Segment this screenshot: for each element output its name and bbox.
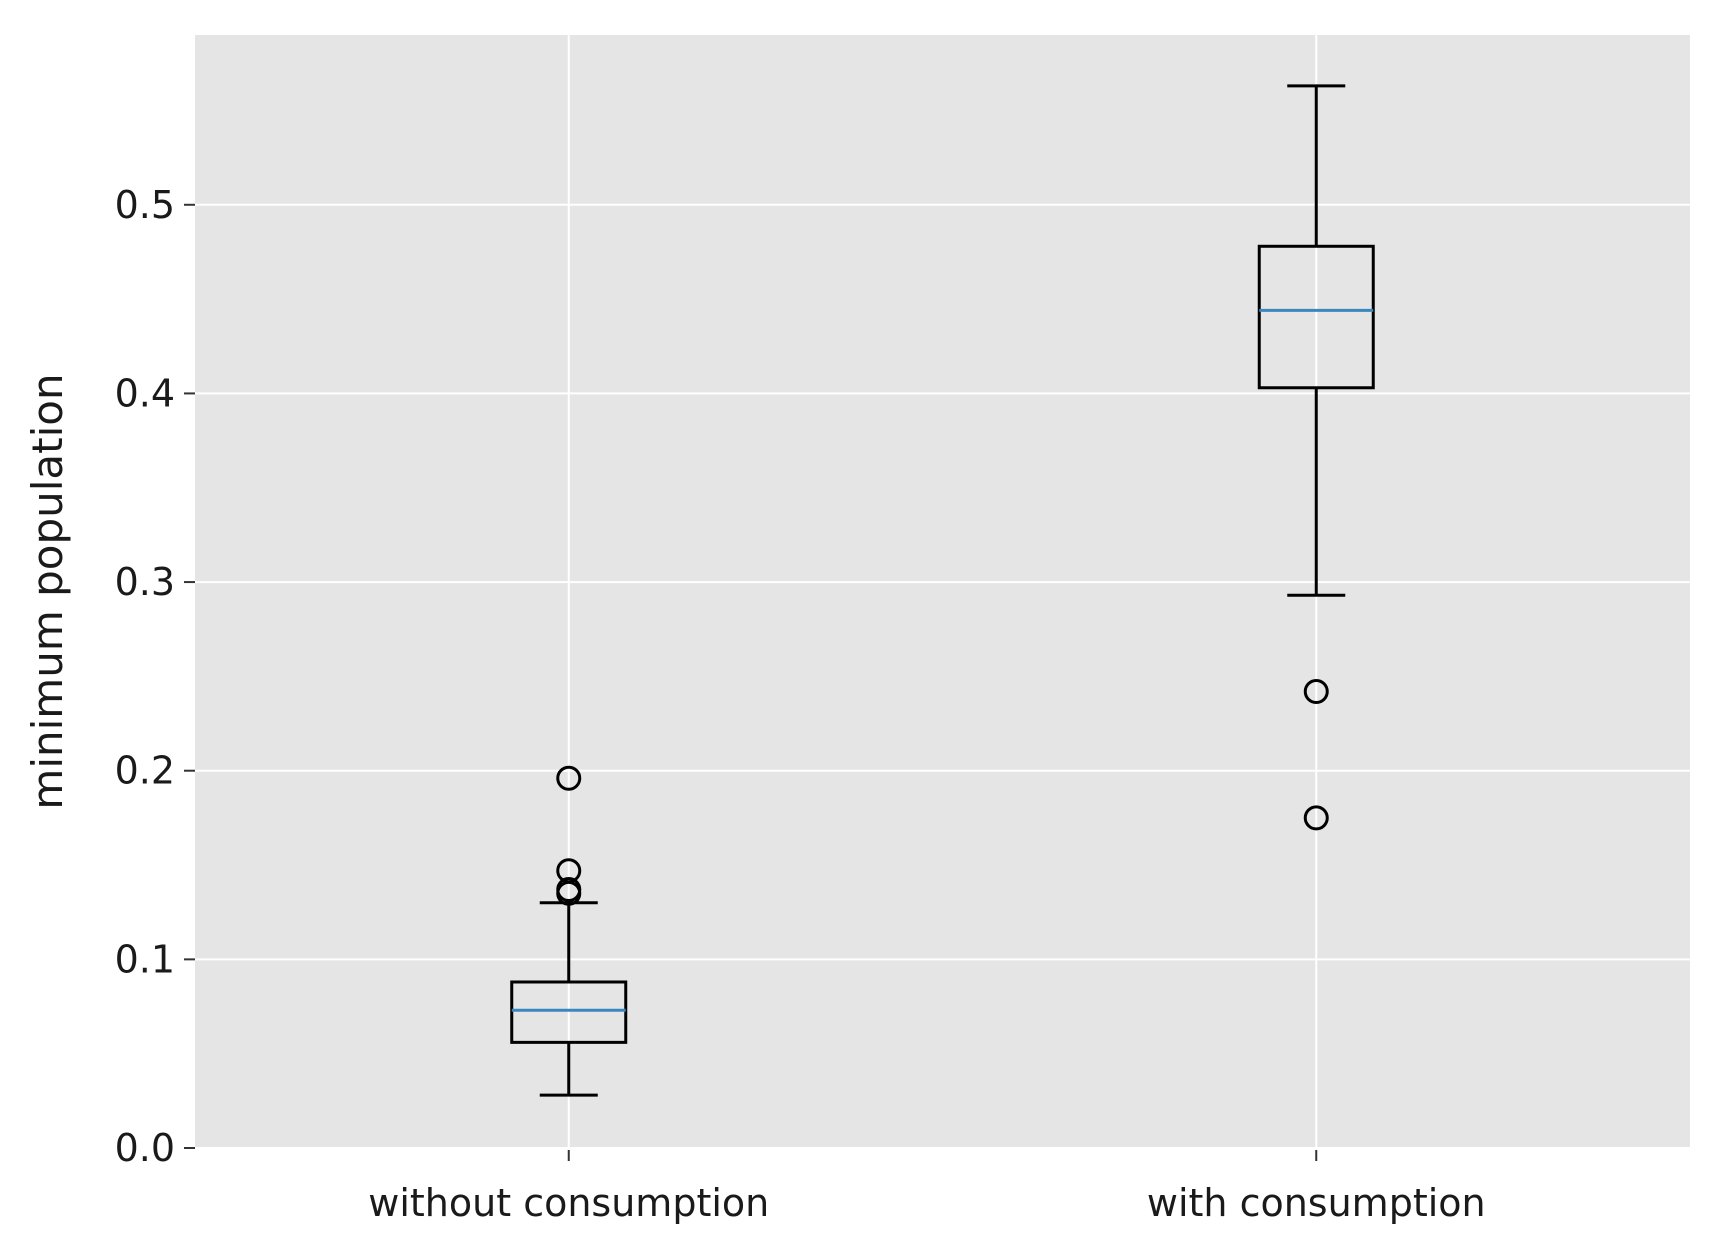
y-axis-title: minimum population <box>23 373 72 809</box>
outlier-point <box>556 765 582 791</box>
y-tick-label: 0.3 <box>115 560 175 604</box>
box-layer <box>510 84 1375 1097</box>
box-group <box>1257 84 1375 831</box>
x-tick-label: with consumption <box>1147 1181 1486 1225</box>
y-tick-label: 0.1 <box>115 937 175 981</box>
x-tick-label: without consumption <box>368 1181 769 1225</box>
outlier-point <box>1303 678 1329 704</box>
y-tick-label: 0.0 <box>115 1126 175 1170</box>
y-tick-label: 0.5 <box>115 183 175 227</box>
plot-area <box>195 35 1690 1148</box>
y-tick-label: 0.4 <box>115 371 175 415</box>
y-tick-label: 0.2 <box>115 749 175 793</box>
iqr-box <box>1257 244 1375 390</box>
outlier-point <box>1303 805 1329 831</box>
box-group <box>510 765 628 1097</box>
axis-layer: 0.0 0.1 0.2 0.3 0.4 0.5 without consumption wit… <box>115 183 1486 1225</box>
outlier-point <box>556 880 582 906</box>
grid-layer <box>195 35 1690 1149</box>
iqr-box <box>510 980 628 1044</box>
